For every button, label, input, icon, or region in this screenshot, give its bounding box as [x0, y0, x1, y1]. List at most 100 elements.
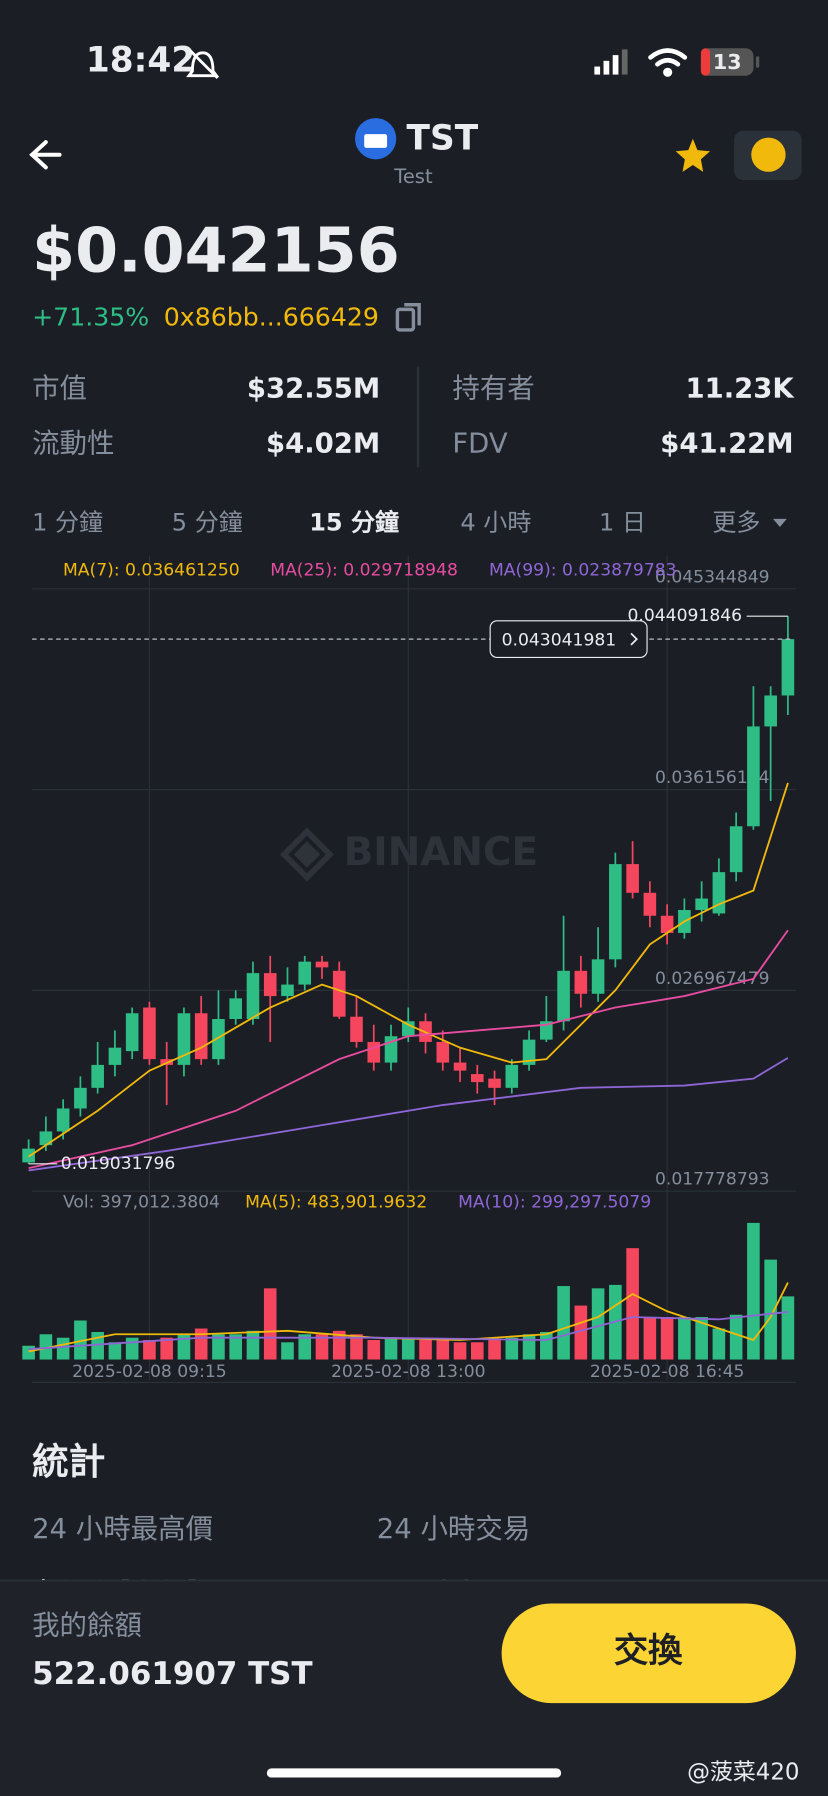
- volume-bar: [471, 1342, 484, 1360]
- volume-bar: [695, 1317, 708, 1360]
- more-caret: [773, 518, 787, 527]
- chart: 0.045344849 0.036156164 0.026967479 0.01777…: [22, 555, 796, 1384]
- volume-bar: [143, 1340, 156, 1360]
- volume-bar: [350, 1334, 363, 1360]
- interval-tabs: 1 分鐘 5 分鐘 15 分鐘 4 小時 1 日 更多: [32, 509, 760, 537]
- volume-bar: [160, 1337, 173, 1360]
- current-price-tag: [489, 620, 648, 659]
- stat-label: 持有者: [452, 373, 534, 405]
- interval-tab[interactable]: 1 分鐘: [32, 509, 103, 537]
- stat-label: FDV: [452, 427, 507, 459]
- candle-body: [315, 961, 329, 968]
- candle-body: [488, 1078, 501, 1088]
- candle-body: [436, 1041, 450, 1063]
- back-button[interactable]: [29, 140, 62, 170]
- y-tick-label: 0.036156164: [655, 768, 770, 788]
- candle-body: [74, 1087, 87, 1109]
- volume-bar: [781, 1296, 795, 1360]
- interval-tab[interactable]: 1 日: [599, 509, 646, 537]
- volume-bar: [401, 1337, 415, 1360]
- ma-line: [28, 782, 789, 1158]
- candle-body: [557, 970, 570, 1022]
- ma-line: [28, 1311, 789, 1351]
- stat-value: $41.22M: [660, 427, 793, 459]
- swap-button[interactable]: [501, 1603, 796, 1704]
- volume-bar: [505, 1337, 519, 1360]
- volume-bar: [125, 1337, 139, 1360]
- credit-watermark: @菠菜420: [687, 1759, 799, 1785]
- volume-legend: Vol: 397,012.3804: [63, 1193, 220, 1213]
- stat-value: $32.55M: [247, 373, 380, 405]
- volume-bar: [488, 1340, 501, 1360]
- y-tick-label: 0.026967479: [655, 969, 770, 989]
- volume-ma-legend: MA(10): 299,297.5079: [458, 1193, 651, 1213]
- x-tick-label: 2025-02-08 09:15: [72, 1362, 227, 1382]
- token-logo-detail: [364, 134, 388, 148]
- y-tick-label: 0.045344849: [655, 567, 770, 587]
- interval-tab[interactable]: 15 分鐘: [309, 509, 399, 537]
- volume-bar: [384, 1337, 398, 1360]
- ma-line: [28, 1057, 789, 1172]
- volume-bar: [212, 1334, 225, 1360]
- candle-body: [177, 1013, 191, 1065]
- copy-button[interactable]: [395, 303, 421, 332]
- token-name: Test: [393, 165, 433, 188]
- mute-icon: [186, 49, 220, 80]
- battery-level: 13: [713, 50, 742, 74]
- candle-body: [781, 639, 795, 696]
- candle-body: [747, 726, 760, 827]
- favorite-star[interactable]: [675, 138, 711, 172]
- chart-watermark: BINANCE: [344, 830, 539, 875]
- candle-body: [332, 970, 346, 1017]
- balance-value: 522.061907 TST: [32, 1656, 312, 1692]
- interval-tab[interactable]: 更多: [712, 509, 760, 537]
- volume-bar: [194, 1328, 208, 1360]
- volume-bar: [436, 1340, 450, 1360]
- candle-body: [350, 1016, 363, 1042]
- volume-bar: [712, 1328, 726, 1360]
- volume-bar: [298, 1334, 312, 1360]
- volume-bar: [660, 1317, 674, 1360]
- watermark-logo: [279, 827, 334, 882]
- volume-bar: [747, 1222, 760, 1360]
- current-price-arrow: [630, 632, 638, 646]
- home-indicator: [266, 1768, 562, 1778]
- volume-bar: [263, 1288, 277, 1360]
- stat-label: 流動性: [32, 427, 114, 459]
- price: $0.042156: [32, 214, 400, 286]
- candle-body: [56, 1108, 70, 1132]
- volume-bar: [626, 1248, 639, 1360]
- price-change: +71.35%: [32, 303, 149, 332]
- wifi-icon: [648, 48, 688, 77]
- interval-tab[interactable]: 5 分鐘: [172, 509, 243, 537]
- candle-body: [22, 1148, 35, 1163]
- candle-body: [695, 898, 708, 910]
- current-price-label: 0.043041981: [502, 630, 617, 650]
- ma-legend: MA(7): 0.036461250: [63, 560, 240, 580]
- ma-line: [28, 1282, 789, 1353]
- candle-body: [212, 1018, 225, 1060]
- swap-button-label: 交換: [614, 1631, 683, 1671]
- volume-bar: [229, 1334, 243, 1360]
- balance-label: 我的餘額: [32, 1609, 142, 1641]
- contract-address: 0x86bb...666429: [164, 303, 379, 332]
- volume-bar: [591, 1288, 605, 1360]
- y-tick-label: 0.017778793: [655, 1170, 770, 1190]
- volume-ma-legend: MA(5): 483,901.9632: [245, 1193, 427, 1213]
- section-title: 統計: [32, 1440, 105, 1483]
- interval-tab[interactable]: 4 小時: [460, 509, 531, 537]
- candle-body: [609, 864, 622, 960]
- candle-body: [298, 961, 312, 985]
- low-label: 0.019031796: [61, 1154, 176, 1174]
- candle-body: [453, 1062, 467, 1071]
- ma-legend: MA(99): 0.023879783: [489, 560, 677, 580]
- candle-body: [505, 1064, 519, 1088]
- candle-body: [591, 959, 605, 994]
- volume-bar: [574, 1305, 588, 1360]
- candle-body: [401, 1021, 415, 1037]
- volume-bar: [453, 1342, 467, 1360]
- token-symbol: TST: [407, 118, 479, 158]
- candle-body: [125, 1013, 139, 1052]
